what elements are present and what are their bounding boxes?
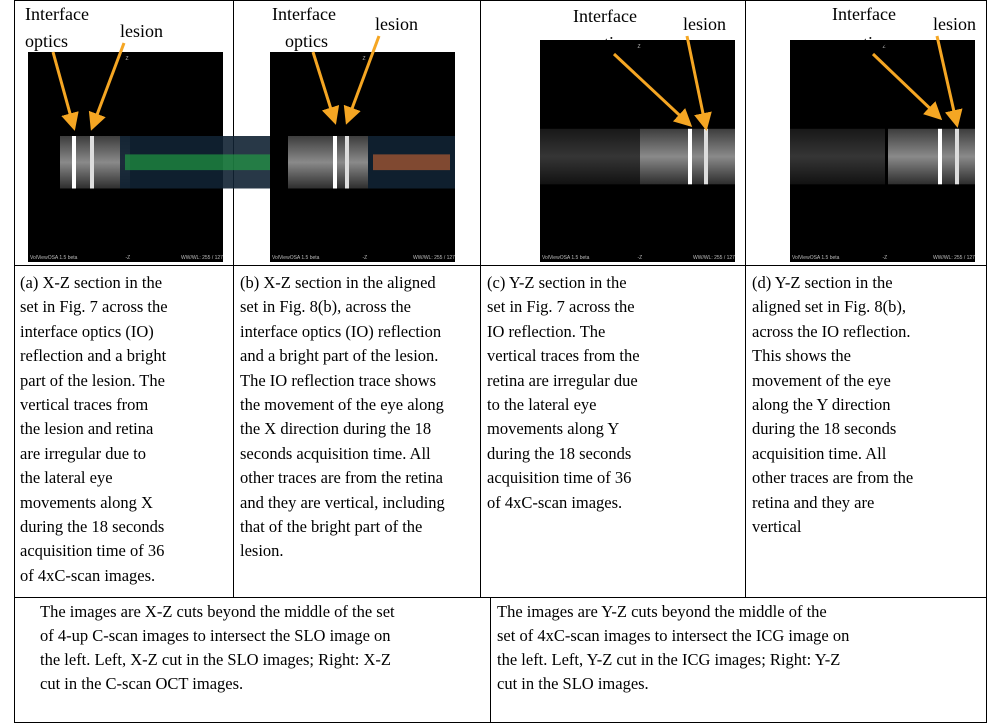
caption-line: along the Y direction xyxy=(752,395,891,415)
overlay-software: VolViewOSA 1.5 beta xyxy=(30,255,78,261)
caption-line: The IO reflection trace shows xyxy=(240,371,436,391)
overlay-top: Z xyxy=(638,44,641,50)
caption-line: vertical xyxy=(752,517,801,537)
color-scan xyxy=(373,154,450,170)
caption-line: the lesion and retina xyxy=(20,419,153,439)
caption-line: interface optics (IO) xyxy=(20,322,154,342)
overlay-software: VolViewOSA 1.5 beta xyxy=(792,255,840,261)
caption-line: acquisition time. All xyxy=(752,444,886,464)
lesion-trace xyxy=(345,136,349,189)
caption-line: the X direction during the 18 xyxy=(240,419,431,439)
note-line: The images are X-Z cuts beyond the middl… xyxy=(40,602,395,622)
caption-line: of 4xC-scan images. xyxy=(487,493,622,513)
label-optics: optics xyxy=(586,33,629,53)
io-trace xyxy=(938,129,942,185)
caption-line: other traces are from the retina xyxy=(240,468,443,488)
caption-line: that of the bright part of the xyxy=(240,517,422,537)
caption-line: vertical traces from the xyxy=(487,346,640,366)
caption-line: (b) X-Z section in the aligned xyxy=(240,273,436,293)
note-line: the left. Left, X-Z cut in the SLO image… xyxy=(40,650,391,670)
overlay-window: WW/WL: 255 / 127 xyxy=(413,255,455,261)
label-optics: optics xyxy=(845,33,888,53)
note-line: The images are Y-Z cuts beyond the middl… xyxy=(497,602,827,622)
overlay-top: Z xyxy=(126,56,129,62)
caption-line: retina and they are xyxy=(752,493,874,513)
lesion-trace xyxy=(955,129,959,185)
note-line: the left. Left, Y-Z cut in the ICG image… xyxy=(497,650,840,670)
caption-line: (c) Y-Z section in the xyxy=(487,273,627,293)
overlay-software: VolViewOSA 1.5 beta xyxy=(542,255,590,261)
caption-line: and a bright part of the lesion. xyxy=(240,346,438,366)
caption-line: (a) X-Z section in the xyxy=(20,273,162,293)
scan-band xyxy=(288,136,368,189)
overlay-bottom: -Z xyxy=(638,255,643,261)
caption-line: other traces are from the xyxy=(752,468,913,488)
caption-line: are irregular due to xyxy=(20,444,146,464)
note-line: cut in the SLO images. xyxy=(497,674,649,694)
caption-line: and they are vertical, including xyxy=(240,493,445,513)
caption-line: of 4xC-scan images. xyxy=(20,566,155,586)
label-interface: Interface xyxy=(272,4,336,24)
caption-line: lesion. xyxy=(240,541,284,561)
overlay-bottom: -Z xyxy=(883,255,888,261)
label-lesion: lesion xyxy=(120,21,163,41)
caption-line: set in Fig. 7 across the xyxy=(20,297,168,317)
scan-band xyxy=(790,129,885,185)
caption-line: acquisition time of 36 xyxy=(20,541,164,561)
label-interface: Interface xyxy=(25,4,89,24)
caption-line: during the 18 seconds xyxy=(487,444,631,464)
caption-line: movements along Y xyxy=(487,419,619,439)
caption-line: movements along X xyxy=(20,493,153,513)
label-interface: Interface xyxy=(832,4,896,24)
caption-line: aligned set in Fig. 8(b), xyxy=(752,297,906,317)
caption-line: vertical traces from xyxy=(20,395,148,415)
overlay-window: WW/WL: 255 / 127 xyxy=(693,255,735,261)
caption-line: across the IO reflection. xyxy=(752,322,911,342)
caption-line: part of the lesion. The xyxy=(20,371,165,391)
caption-line: the movement of the eye along xyxy=(240,395,444,415)
lesion-trace xyxy=(704,129,708,185)
caption-line: seconds acquisition time. All xyxy=(240,444,431,464)
caption-line: This shows the xyxy=(752,346,851,366)
lesion-trace xyxy=(90,136,94,189)
note-line: of 4-up C-scan images to intersect the S… xyxy=(40,626,391,646)
note-line: cut in the C-scan OCT images. xyxy=(40,674,243,694)
label-lesion: lesion xyxy=(683,14,726,34)
overlay-top: Z xyxy=(363,56,366,62)
overlay-software: VolViewOSA 1.5 beta xyxy=(272,255,320,261)
io-trace xyxy=(688,129,692,185)
overlay-window: WW/WL: 255 / 127 xyxy=(933,255,975,261)
io-trace xyxy=(72,136,76,189)
note-line: set of 4xC-scan images to intersect the … xyxy=(497,626,849,646)
overlay-window: WW/WL: 255 / 127 xyxy=(181,255,223,261)
caption-line: set in Fig. 8(b), across the xyxy=(240,297,411,317)
io-trace xyxy=(333,136,337,189)
caption-line: to the lateral eye xyxy=(487,395,596,415)
label-optics: optics xyxy=(285,31,328,51)
caption-line: movement of the eye xyxy=(752,371,891,391)
overlay-bottom: -Z xyxy=(126,255,131,261)
label-lesion: lesion xyxy=(375,14,418,34)
caption-line: IO reflection. The xyxy=(487,322,605,342)
scan-band xyxy=(60,136,130,189)
label-lesion: lesion xyxy=(933,14,976,34)
overlay-bottom: -Z xyxy=(363,255,368,261)
label-interface: Interface xyxy=(573,6,637,26)
scan-band xyxy=(540,129,640,185)
caption-line: retina are irregular due xyxy=(487,371,638,391)
caption-line: set in Fig. 7 across the xyxy=(487,297,635,317)
label-optics: optics xyxy=(25,31,68,51)
caption-line: during the 18 seconds xyxy=(20,517,164,537)
caption-line: acquisition time of 36 xyxy=(487,468,631,488)
caption-line: during the 18 seconds xyxy=(752,419,896,439)
figure-table: Z -Z VolViewOSA 1.5 beta WW/WL: 255 / 127 In… xyxy=(0,0,1002,723)
caption-line: the lateral eye xyxy=(20,468,113,488)
scan-band xyxy=(888,129,975,185)
caption-line: interface optics (IO) reflection xyxy=(240,322,441,342)
caption-line: (d) Y-Z section in the xyxy=(752,273,893,293)
caption-line: reflection and a bright xyxy=(20,346,166,366)
scan-band xyxy=(640,129,735,185)
